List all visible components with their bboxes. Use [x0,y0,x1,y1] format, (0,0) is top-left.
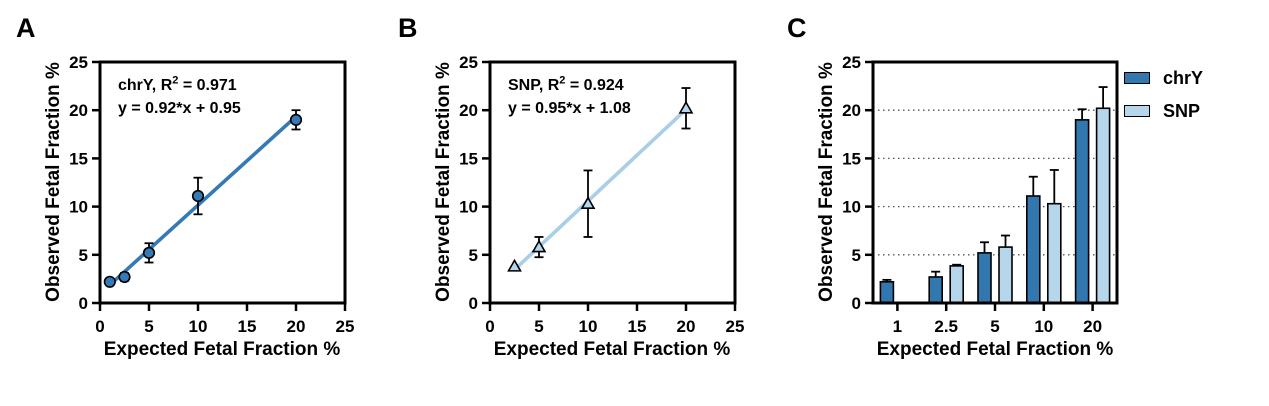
x-tick-label: 2.5 [934,317,958,336]
panel-b-r2-line: SNP, R2 = 0.924 [508,74,624,94]
chry-swatch [1124,72,1150,84]
x-tick-label: 20 [677,317,696,336]
panel-b-annotation: SNP, R2 = 0.924 y = 0.95*x + 1.08 [508,74,631,120]
bar-chrY [928,276,944,304]
scatter-point-SNP [580,196,596,210]
snp-swatch [1124,105,1150,117]
x-tick-label: 20 [1083,317,1102,336]
x-tick-label: 10 [579,317,598,336]
panel-a-letter: A [16,13,36,43]
y-tick-label: 25 [842,53,861,72]
y-tick-label: 20 [459,101,478,120]
x-tick-label: 10 [1034,317,1053,336]
panel-c-letter: C [787,13,807,43]
axis-frame [871,60,1119,305]
x-tick-label: 15 [238,317,257,336]
y-tick-label: 0 [469,294,478,313]
scatter-point-chrY [191,189,205,203]
scatter-point-chrY [118,270,131,284]
y-tick-label: 5 [852,246,861,265]
bar-SNP [1095,107,1111,304]
bar-chrY [977,252,992,304]
y-tick-label: 0 [79,294,88,313]
scatter-point-SNP [507,258,522,272]
y-tick-label: 5 [79,246,88,265]
y-tick-label: 25 [459,53,478,72]
snp-legend-label: SNP [1163,100,1201,121]
fit-line [512,107,688,272]
panel-b-equation-line: y = 0.95*x + 1.08 [508,100,631,117]
y-tick-label: 25 [69,53,88,72]
y-tick-label: 10 [69,198,88,217]
panel-a-r2-line: chrY, R2 = 0.971 [118,74,237,94]
legend-item-chry: chrY [1124,66,1203,90]
y-tick-label: 20 [69,101,88,120]
fit-line [108,114,298,287]
x-tick-label: 5 [990,317,999,336]
y-tick-label: 15 [69,149,88,168]
legend: chrY SNP [1124,66,1203,132]
bar-chrY [879,280,895,304]
panel-a-y-axis-title: Observed Fetal Fraction % [43,62,64,302]
bar-chrY [1074,119,1090,304]
y-tick-label: 20 [842,101,861,120]
scatter-point-chrY [142,246,156,259]
scatter-point-chrY [103,275,116,288]
y-tick-label: 5 [469,246,478,265]
y-tick-label: 10 [842,198,861,217]
x-tick-label: 0 [95,317,104,336]
x-tick-label: 15 [628,317,647,336]
y-tick-label: 0 [852,294,861,313]
bar-SNP [998,246,1013,304]
panel-c-x-axis-title: Expected Fetal Fraction % [876,339,1114,360]
chry-legend-label: chrY [1163,67,1204,88]
panel-b-x-axis-title: Expected Fetal Fraction % [493,339,731,360]
x-tick-label: 0 [485,317,494,336]
bar-chrY [1026,195,1041,304]
y-tick-label: 15 [842,149,861,168]
panel-b-letter: B [398,13,418,43]
y-tick-label: 15 [459,149,478,168]
legend-item-snp: SNP [1124,99,1203,123]
x-tick-label: 5 [144,317,153,336]
x-tick-label: 25 [726,317,745,336]
axis-frame [488,60,737,305]
x-tick-label: 1 [893,317,902,336]
scatter-point-chrY [289,113,303,126]
bar-SNP [1047,202,1062,304]
bar-SNP [949,265,965,304]
scatter-point-SNP [678,100,694,114]
panel-a-annotation: chrY, R2 = 0.971 y = 0.92*x + 0.95 [118,74,241,120]
panel-c-y-axis-title: Observed Fetal Fraction % [816,62,837,302]
x-tick-label: 5 [534,317,543,336]
axis-frame [98,60,347,305]
x-tick-label: 25 [336,317,355,336]
panel-a-x-axis-title: Expected Fetal Fraction % [103,339,341,360]
panel-a-equation-line: y = 0.92*x + 0.95 [118,100,241,117]
panel-b-y-axis-title: Observed Fetal Fraction % [433,62,454,302]
x-tick-label: 10 [189,317,208,336]
scatter-point-SNP [531,239,547,253]
y-tick-label: 10 [459,198,478,217]
x-tick-label: 20 [287,317,306,336]
